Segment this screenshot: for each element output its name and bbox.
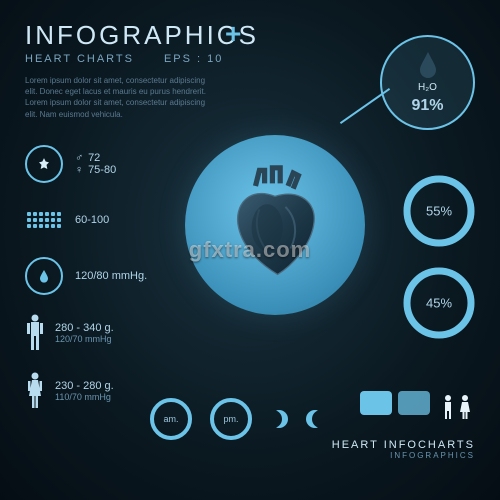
bpm-female: 110/70 mmHg [55,392,114,402]
heart-main-circle [185,135,365,315]
heart-anatomy-icon [210,160,340,290]
h2o-label: H₂O [418,82,437,93]
lorem-text: Lorem ipsum dolor sit amet, consectetur … [25,75,215,120]
stat-range: 60-100 [25,201,147,239]
stats-column: ♂ 72 ♀ 75-80 60-100 120/80 mmHg. 280 - 3… [25,145,147,411]
bpm-male: 120/70 mmHg [55,334,114,344]
subtitle-eps: EPS : 10 [164,53,223,65]
female-icon: ♀ [75,164,85,176]
plus-icon: + [225,18,241,50]
donut-45-label: 45% [426,296,452,311]
h2o-percent: 91% [411,97,443,115]
bottom-time-row: am. pm. [150,398,324,440]
stat-weight-female: 230 - 280 g. 110/70 mmHg [25,371,147,411]
donut-45: 45% [403,267,475,339]
body-female-icon [25,371,45,411]
range-value: 60-100 [75,214,109,226]
donut-55: 55% [403,175,475,247]
moon-icon-1 [270,410,288,428]
subtitle-heart: HEART CHARTS [25,53,134,65]
drop-circle-icon [25,257,63,295]
page-title: INFOGRAPHICS [25,20,259,51]
heart-outline-icon [25,145,63,183]
footer-title: HEART INFOCHARTS [332,439,475,451]
heartrate-male: 72 [88,152,100,164]
pressure-value: 120/80 mmHg. [75,270,147,282]
drop-icon [416,50,440,78]
chat-bubble-icon [398,391,430,415]
moon-icon-2 [306,410,324,428]
chat-bubbles [360,391,430,415]
weight-male: 280 - 340 g. [55,322,114,334]
people-pair-icon [441,394,472,420]
male-icon: ♂ [75,152,85,164]
chat-bubble-icon [360,391,392,415]
stat-weight-male: 280 - 340 g. 120/70 mmHg [25,313,147,353]
h2o-bubble: H₂O 91% [380,35,475,130]
donut-pm: pm. [210,398,252,440]
donut-55-label: 55% [426,204,452,219]
am-label: am. [163,414,178,424]
weight-female: 230 - 280 g. [55,380,114,392]
body-male-icon [25,313,45,353]
donut-am: am. [150,398,192,440]
stat-heartrate: ♂ 72 ♀ 75-80 [25,145,147,183]
heartrate-female: 75-80 [88,164,116,176]
right-donut-column: 55% 45% [403,175,475,339]
pm-label: pm. [223,414,238,424]
stat-pressure: 120/80 mmHg. [25,257,147,295]
footer-label: HEART INFOCHARTS INFOGRAPHICS [332,439,475,460]
grid-chart-icon [25,201,63,239]
footer-subtitle: INFOGRAPHICS [332,451,475,460]
